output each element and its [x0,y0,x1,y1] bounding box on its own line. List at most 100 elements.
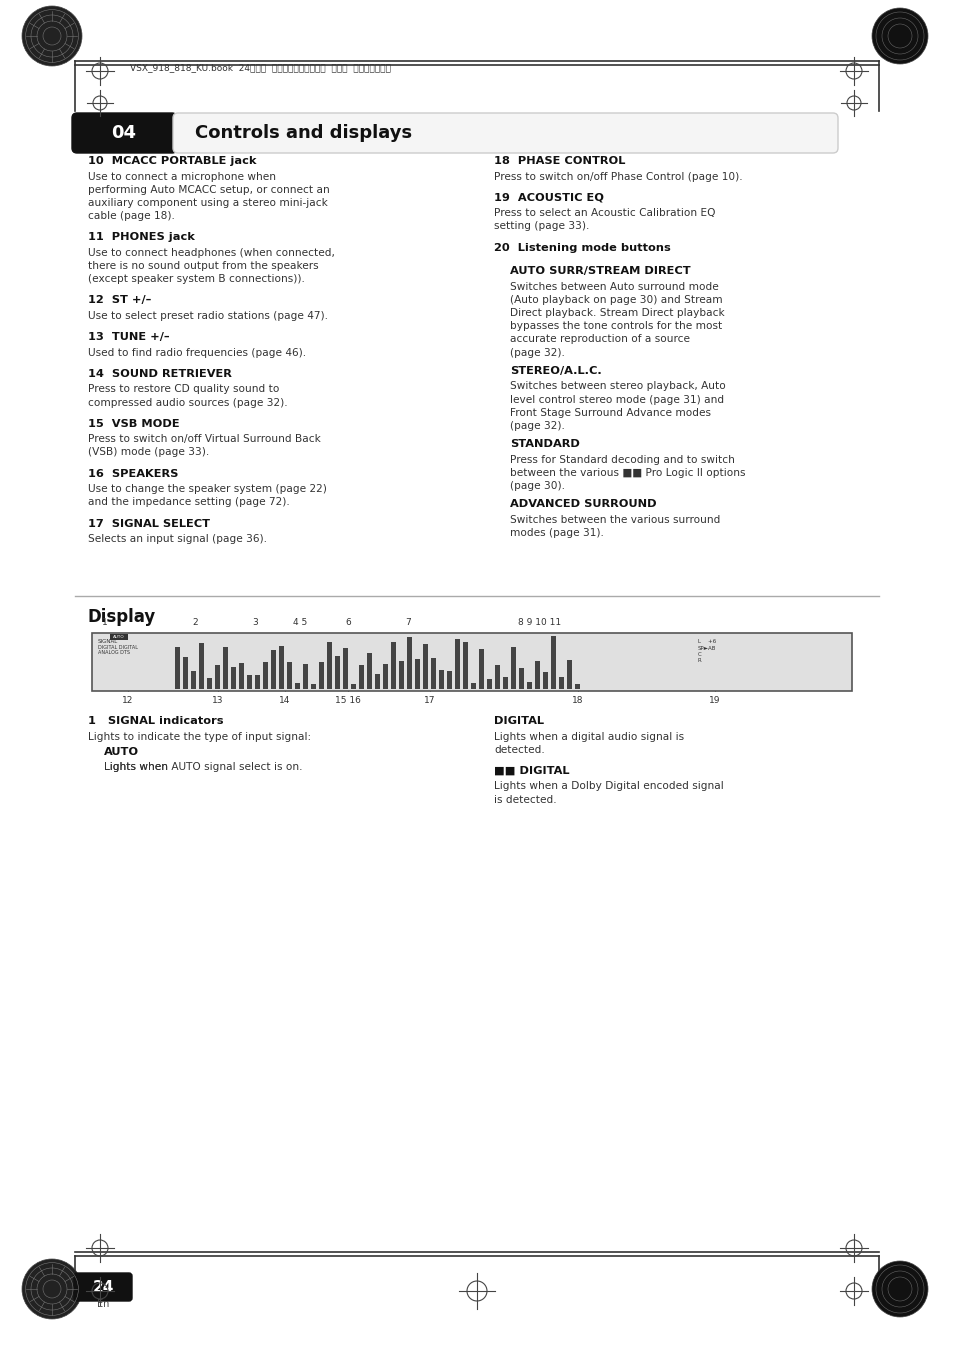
Circle shape [871,8,927,63]
Bar [327,642,332,689]
Text: between the various ■■ Pro Logic II options: between the various ■■ Pro Logic II opti… [510,467,744,478]
Bar [575,684,579,689]
Text: 20  Listening mode buttons: 20 Listening mode buttons [494,243,670,253]
Text: (except speaker system B connections)).: (except speaker system B connections)). [88,274,305,284]
Text: there is no sound output from the speakers: there is no sound output from the speake… [88,261,318,272]
Bar [415,659,419,689]
Text: 1: 1 [102,617,108,627]
Bar [558,677,563,689]
Bar [422,644,428,689]
Bar [294,684,299,689]
Bar [335,657,339,689]
Bar [247,676,252,689]
Text: L    +6: L +6 [698,639,716,644]
Text: 7: 7 [405,617,411,627]
Text: detected.: detected. [494,744,544,755]
Bar [254,676,260,689]
Text: C: C [698,653,701,657]
Circle shape [22,5,82,66]
Text: DIGITAL: DIGITAL [494,716,543,725]
Bar [431,658,436,689]
Bar [478,648,483,689]
Text: (page 30).: (page 30). [510,481,564,490]
Text: Press to select an Acoustic Calibration EQ: Press to select an Acoustic Calibration … [494,208,715,219]
Text: Switches between the various surround: Switches between the various surround [510,515,720,524]
Text: 18  PHASE CONTROL: 18 PHASE CONTROL [494,155,625,166]
Text: 10  MCACC PORTABLE jack: 10 MCACC PORTABLE jack [88,155,256,166]
Text: 13: 13 [212,696,224,705]
Text: is detected.: is detected. [494,794,556,805]
Text: modes (page 31).: modes (page 31). [510,528,603,538]
Text: Front Stage Surround Advance modes: Front Stage Surround Advance modes [510,408,710,417]
Text: 14: 14 [279,696,291,705]
Text: Press for Standard decoding and to switch: Press for Standard decoding and to switc… [510,454,734,465]
Text: 19  ACOUSTIC EQ: 19 ACOUSTIC EQ [494,193,603,203]
Text: 11  PHONES jack: 11 PHONES jack [88,232,194,242]
Bar [486,680,492,689]
Text: AUTO: AUTO [104,747,139,757]
Text: level control stereo mode (page 31) and: level control stereo mode (page 31) and [510,394,723,404]
Text: bypasses the tone controls for the most: bypasses the tone controls for the most [510,322,721,331]
Bar [542,671,547,689]
Text: VSX_918_818_KU.book  24ページ  ２００８年５月１５日  木曜日  午後６時４６分: VSX_918_818_KU.book 24ページ ２００８年５月１５日 木曜日… [130,63,391,73]
Text: Press to switch on/off Phase Control (page 10).: Press to switch on/off Phase Control (pa… [494,172,741,181]
Text: Direct playback. Stream Direct playback: Direct playback. Stream Direct playback [510,308,724,317]
Text: Use to connect a microphone when: Use to connect a microphone when [88,172,275,181]
Text: Lights when AUTO signal select is on.: Lights when AUTO signal select is on. [104,762,302,773]
Bar [343,648,348,689]
Bar [518,667,523,689]
Text: Switches between Auto surround mode: Switches between Auto surround mode [510,281,718,292]
Bar [278,646,284,689]
Bar [462,642,468,689]
Bar [471,684,476,689]
Circle shape [871,1260,927,1317]
Text: 17  SIGNAL SELECT: 17 SIGNAL SELECT [88,519,210,528]
Bar [375,674,379,689]
Bar [174,647,180,689]
Bar [535,661,539,689]
Bar [231,667,235,689]
Bar [303,663,308,689]
Bar [566,661,572,689]
Text: 14  SOUND RETRIEVER: 14 SOUND RETRIEVER [88,369,232,378]
Text: (VSB) mode (page 33).: (VSB) mode (page 33). [88,447,209,458]
Bar [91,634,851,690]
Text: Controls and displays: Controls and displays [194,124,412,142]
Text: (Auto playback on page 30) and Stream: (Auto playback on page 30) and Stream [510,295,721,305]
Text: Press to switch on/off Virtual Surround Back: Press to switch on/off Virtual Surround … [88,434,320,444]
Text: 8 9 10 11: 8 9 10 11 [517,617,561,627]
Bar [495,665,499,689]
Text: 16  SPEAKERS: 16 SPEAKERS [88,469,178,478]
Bar [207,678,212,689]
Bar [358,665,364,689]
Text: setting (page 33).: setting (page 33). [494,222,589,231]
Text: 13  TUNE +/–: 13 TUNE +/– [88,332,170,342]
Text: 6: 6 [345,617,351,627]
Text: AUTO: AUTO [113,635,125,639]
Text: 15  VSB MODE: 15 VSB MODE [88,419,179,428]
Bar [438,670,443,689]
Text: En: En [96,1300,109,1309]
Bar [199,643,204,689]
Text: 1   SIGNAL indicators: 1 SIGNAL indicators [88,716,223,725]
Text: 15 16: 15 16 [335,696,360,705]
Text: Used to find radio frequencies (page 46).: Used to find radio frequencies (page 46)… [88,347,306,358]
Bar [351,684,355,689]
Text: performing Auto MCACC setup, or connect an: performing Auto MCACC setup, or connect … [88,185,330,195]
FancyBboxPatch shape [71,113,177,153]
Bar [367,653,372,689]
Text: STEREO/A.L.C.: STEREO/A.L.C. [510,366,601,376]
Text: 12  ST +/–: 12 ST +/– [88,296,152,305]
Bar [526,682,532,689]
Text: 4 5: 4 5 [293,617,307,627]
Text: compressed audio sources (page 32).: compressed audio sources (page 32). [88,397,287,408]
Bar [311,684,315,689]
Text: (page 32).: (page 32). [510,347,564,358]
Text: 24: 24 [92,1279,113,1294]
Bar [398,661,403,689]
Bar [382,663,388,689]
Bar [391,642,395,689]
Text: Lights when: Lights when [104,762,174,773]
Bar [110,634,128,640]
Text: cable (page 18).: cable (page 18). [88,211,174,222]
